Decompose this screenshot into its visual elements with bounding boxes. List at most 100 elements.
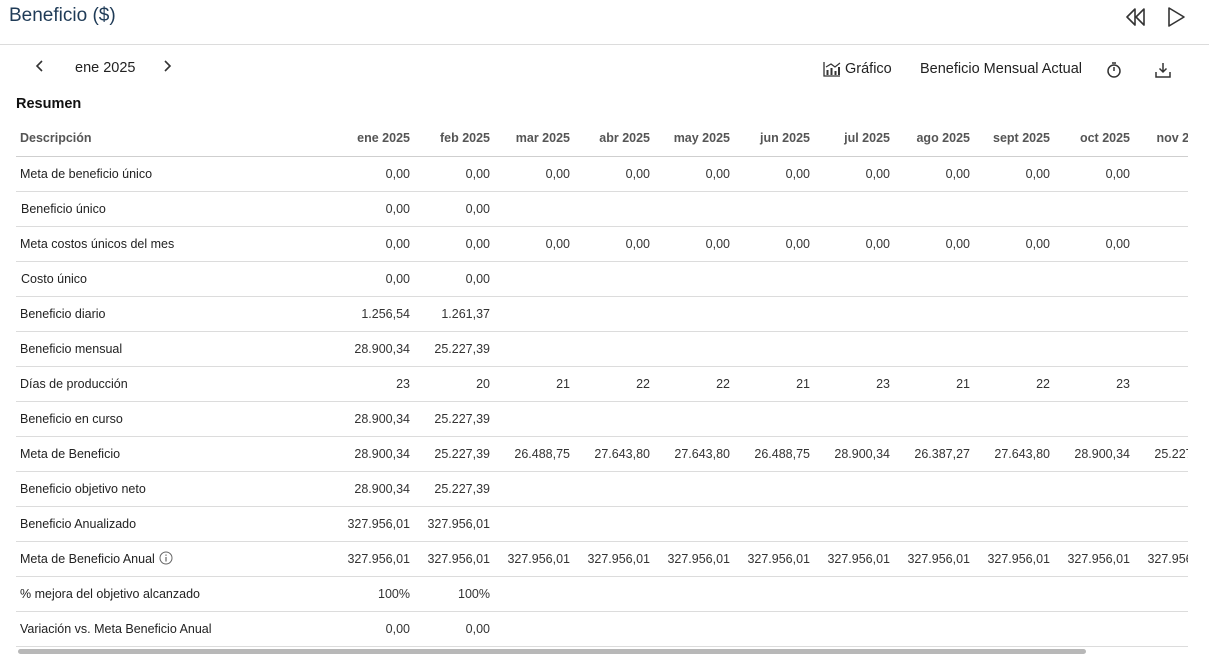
table-cell: 327.956,01	[736, 541, 816, 577]
column-header-month[interactable]: ene 2025	[336, 120, 416, 157]
table-cell	[576, 191, 656, 227]
table-cell	[816, 611, 896, 647]
row-label-text: Beneficio mensual	[20, 341, 123, 356]
table-cell: 0,00	[336, 191, 416, 227]
table-cell	[1056, 401, 1136, 437]
table-cell: 0,00	[496, 156, 576, 192]
table-cell	[576, 506, 656, 542]
table-cell	[656, 506, 736, 542]
row-label: Meta costos únicos del mes	[16, 226, 336, 262]
table-cell	[1056, 506, 1136, 542]
table-cell	[496, 471, 576, 507]
table-cell: 1.256,54	[336, 296, 416, 332]
table-row: Beneficio único 0,00 0,00	[16, 191, 1188, 227]
column-header-month[interactable]: sept 2025	[976, 120, 1056, 157]
table-cell	[656, 401, 736, 437]
next-month-button[interactable]	[159, 57, 175, 75]
table-row: Beneficio diario 1.256,54 1.261,37	[16, 296, 1188, 332]
table-cell: 0,00	[416, 226, 496, 262]
table-cell	[1056, 331, 1136, 367]
rewind-icon[interactable]	[1124, 6, 1148, 28]
table-cell: 25.227,39	[416, 471, 496, 507]
column-header-month[interactable]: may 2025	[656, 120, 736, 157]
table-cell	[736, 506, 816, 542]
table-cell: 327.956,01	[896, 541, 976, 577]
column-header-month[interactable]: abr 2025	[576, 120, 656, 157]
table-cell	[496, 611, 576, 647]
table-row: Meta de beneficio único 0,00 0,00 0,00 0,00 0…	[16, 156, 1188, 192]
table-cell	[976, 611, 1056, 647]
column-header-month[interactable]: jul 2025	[816, 120, 896, 157]
table-cell	[816, 506, 896, 542]
info-icon[interactable]	[159, 551, 173, 565]
table-cell: 0,00	[416, 261, 496, 297]
table-cell: 28.900,34	[336, 471, 416, 507]
table-cell	[576, 261, 656, 297]
table-cell: 21	[496, 366, 576, 402]
table-cell: 26.488,75	[496, 436, 576, 472]
column-header-month[interactable]: oct 2025	[1056, 120, 1136, 157]
table-row: Beneficio objetivo neto 28.900,34 25.227,3…	[16, 471, 1188, 507]
table-cell: 25.227,39	[1136, 436, 1188, 472]
column-header-month[interactable]: mar 2025	[496, 120, 576, 157]
chart-button[interactable]: Gráfico	[823, 61, 892, 77]
table-cell	[576, 611, 656, 647]
table-row: Meta costos únicos del mes 0,00 0,00 0,00 0,…	[16, 226, 1188, 262]
column-header-month[interactable]: jun 2025	[736, 120, 816, 157]
table-row: Costo único 0,00 0,00	[16, 261, 1188, 297]
table-cell	[896, 331, 976, 367]
table-cell	[816, 576, 896, 612]
column-header-month[interactable]: nov 2025	[1136, 120, 1188, 157]
row-label: Días de producción	[16, 366, 336, 402]
table-cell: 25.227,39	[416, 331, 496, 367]
previous-month-button[interactable]	[32, 57, 48, 75]
table-row: Meta de Beneficio Anual 327.956,01 327.956…	[16, 541, 1188, 577]
chart-icon	[823, 62, 841, 77]
table-cell: 327.956,01	[656, 541, 736, 577]
table-cell	[896, 576, 976, 612]
view-selector[interactable]: Beneficio Mensual Actual	[920, 61, 1082, 77]
table-cell	[896, 261, 976, 297]
row-label-text: Costo único	[21, 271, 88, 286]
row-label: Beneficio mensual	[16, 331, 336, 367]
table-cell: 0,00	[416, 191, 496, 227]
table-cell	[816, 401, 896, 437]
table-cell	[736, 611, 816, 647]
download-icon[interactable]	[1154, 61, 1172, 79]
table-header-row: Descripción ene 2025 feb 2025 mar 2025 abr 2…	[16, 120, 1188, 157]
table-cell: 27.643,80	[576, 436, 656, 472]
summary-table: Descripción ene 2025 feb 2025 mar 2025 abr 2…	[16, 120, 1188, 647]
table-cell	[496, 506, 576, 542]
table-cell	[736, 261, 816, 297]
play-icon[interactable]	[1164, 6, 1188, 28]
table-cell: 0,00	[656, 226, 736, 262]
row-label-text: Meta de Beneficio Anual	[20, 552, 155, 566]
table-cell: 23	[336, 366, 416, 402]
table-cell	[656, 261, 736, 297]
table-cell	[976, 506, 1056, 542]
table-cell	[976, 576, 1056, 612]
table-cell: 0,00	[496, 226, 576, 262]
table-cell: 28.900,34	[336, 436, 416, 472]
stopwatch-icon[interactable]	[1105, 61, 1123, 79]
table-cell	[1056, 191, 1136, 227]
table-cell	[976, 471, 1056, 507]
table-cell	[1136, 261, 1188, 297]
table-cell: 0,00	[416, 156, 496, 192]
row-label: % mejora del objetivo alcanzado	[16, 576, 336, 612]
table-row: Meta de Beneficio 28.900,34 25.227,39 26.48…	[16, 436, 1188, 472]
table-cell: 327.956,01	[816, 541, 896, 577]
table-cell	[736, 576, 816, 612]
column-header-description[interactable]: Descripción	[16, 120, 336, 157]
table-cell	[896, 506, 976, 542]
table-cell: 0,00	[1056, 226, 1136, 262]
row-label-text: Beneficio diario	[20, 306, 106, 321]
table-row: Beneficio mensual 28.900,34 25.227,39	[16, 331, 1188, 367]
column-header-month[interactable]: ago 2025	[896, 120, 976, 157]
horizontal-scrollbar[interactable]	[18, 649, 1086, 654]
row-label: Beneficio único	[16, 191, 336, 227]
column-header-month[interactable]: feb 2025	[416, 120, 496, 157]
table-cell	[976, 401, 1056, 437]
table-cell: 0,00	[416, 611, 496, 647]
table-cell: 327.956,01	[416, 541, 496, 577]
